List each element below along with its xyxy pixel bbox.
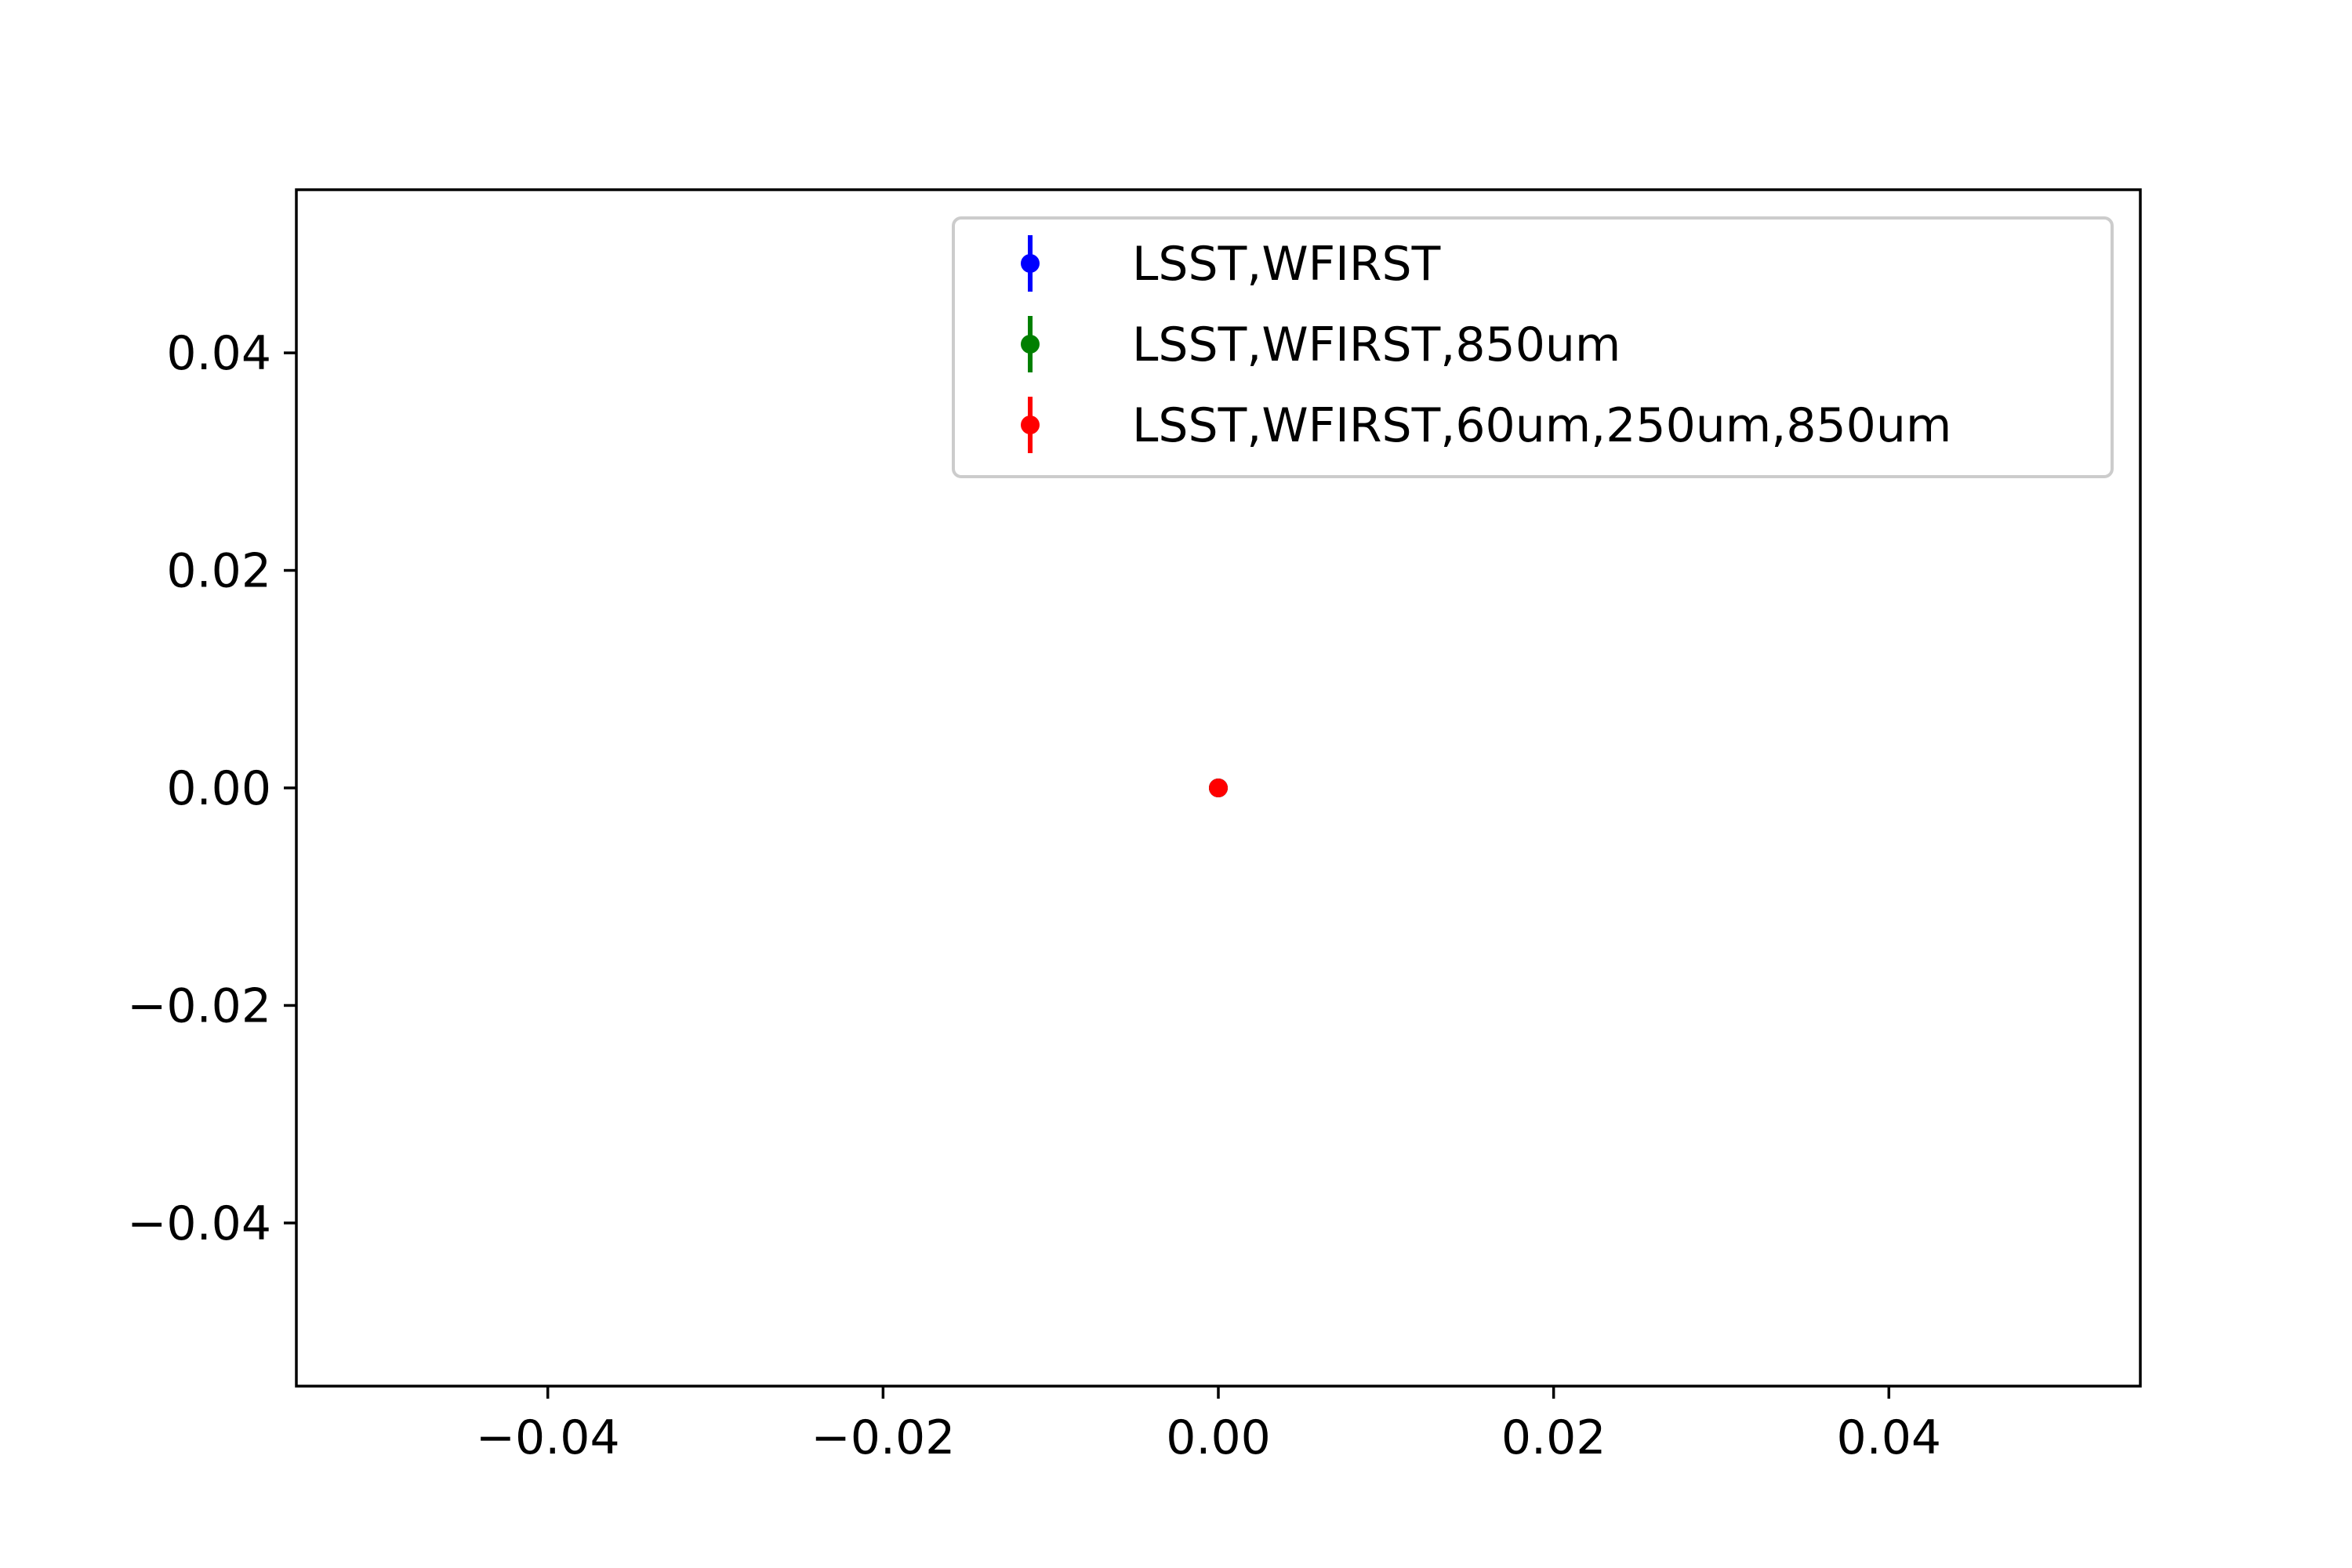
y-tick-label: 0.00	[166, 761, 271, 816]
x-tick-label: −0.02	[811, 1410, 955, 1465]
x-tick-label: 0.04	[1836, 1410, 1941, 1465]
x-tick-label: −0.04	[476, 1410, 620, 1465]
y-tick-label: 0.04	[166, 326, 271, 381]
legend-label: LSST,WFIRST,850um	[1132, 318, 1621, 372]
legend: LSST,WFIRST LSST,WFIRST,850um LSST,WFIRST,…	[952, 216, 2114, 478]
legend-label: LSST,WFIRST	[1132, 237, 1441, 292]
x-tick-label: 0.00	[1166, 1410, 1271, 1465]
data-points	[1209, 779, 1228, 797]
y-axis: 0.04 0.02 0.00 −0.02 −0.04	[127, 326, 296, 1251]
legend-box	[952, 216, 2114, 478]
x-axis: −0.04 −0.02 0.00 0.02 0.04	[476, 1386, 1941, 1465]
legend-point-marker	[1021, 254, 1040, 273]
y-tick-label: −0.04	[127, 1196, 271, 1251]
x-tick-label: 0.02	[1501, 1410, 1606, 1465]
legend-label: LSST,WFIRST,60um,250um,850um	[1132, 398, 1951, 453]
y-tick-label: 0.02	[166, 544, 271, 599]
plot-frame	[295, 188, 2142, 1388]
legend-point-marker	[1021, 416, 1040, 434]
legend-entries: LSST,WFIRST LSST,WFIRST,850um LSST,WFIRST,…	[1021, 235, 1951, 453]
legend-point-marker	[1021, 335, 1040, 354]
data-point-series-3	[1209, 779, 1228, 797]
y-tick-label: −0.02	[127, 978, 271, 1033]
